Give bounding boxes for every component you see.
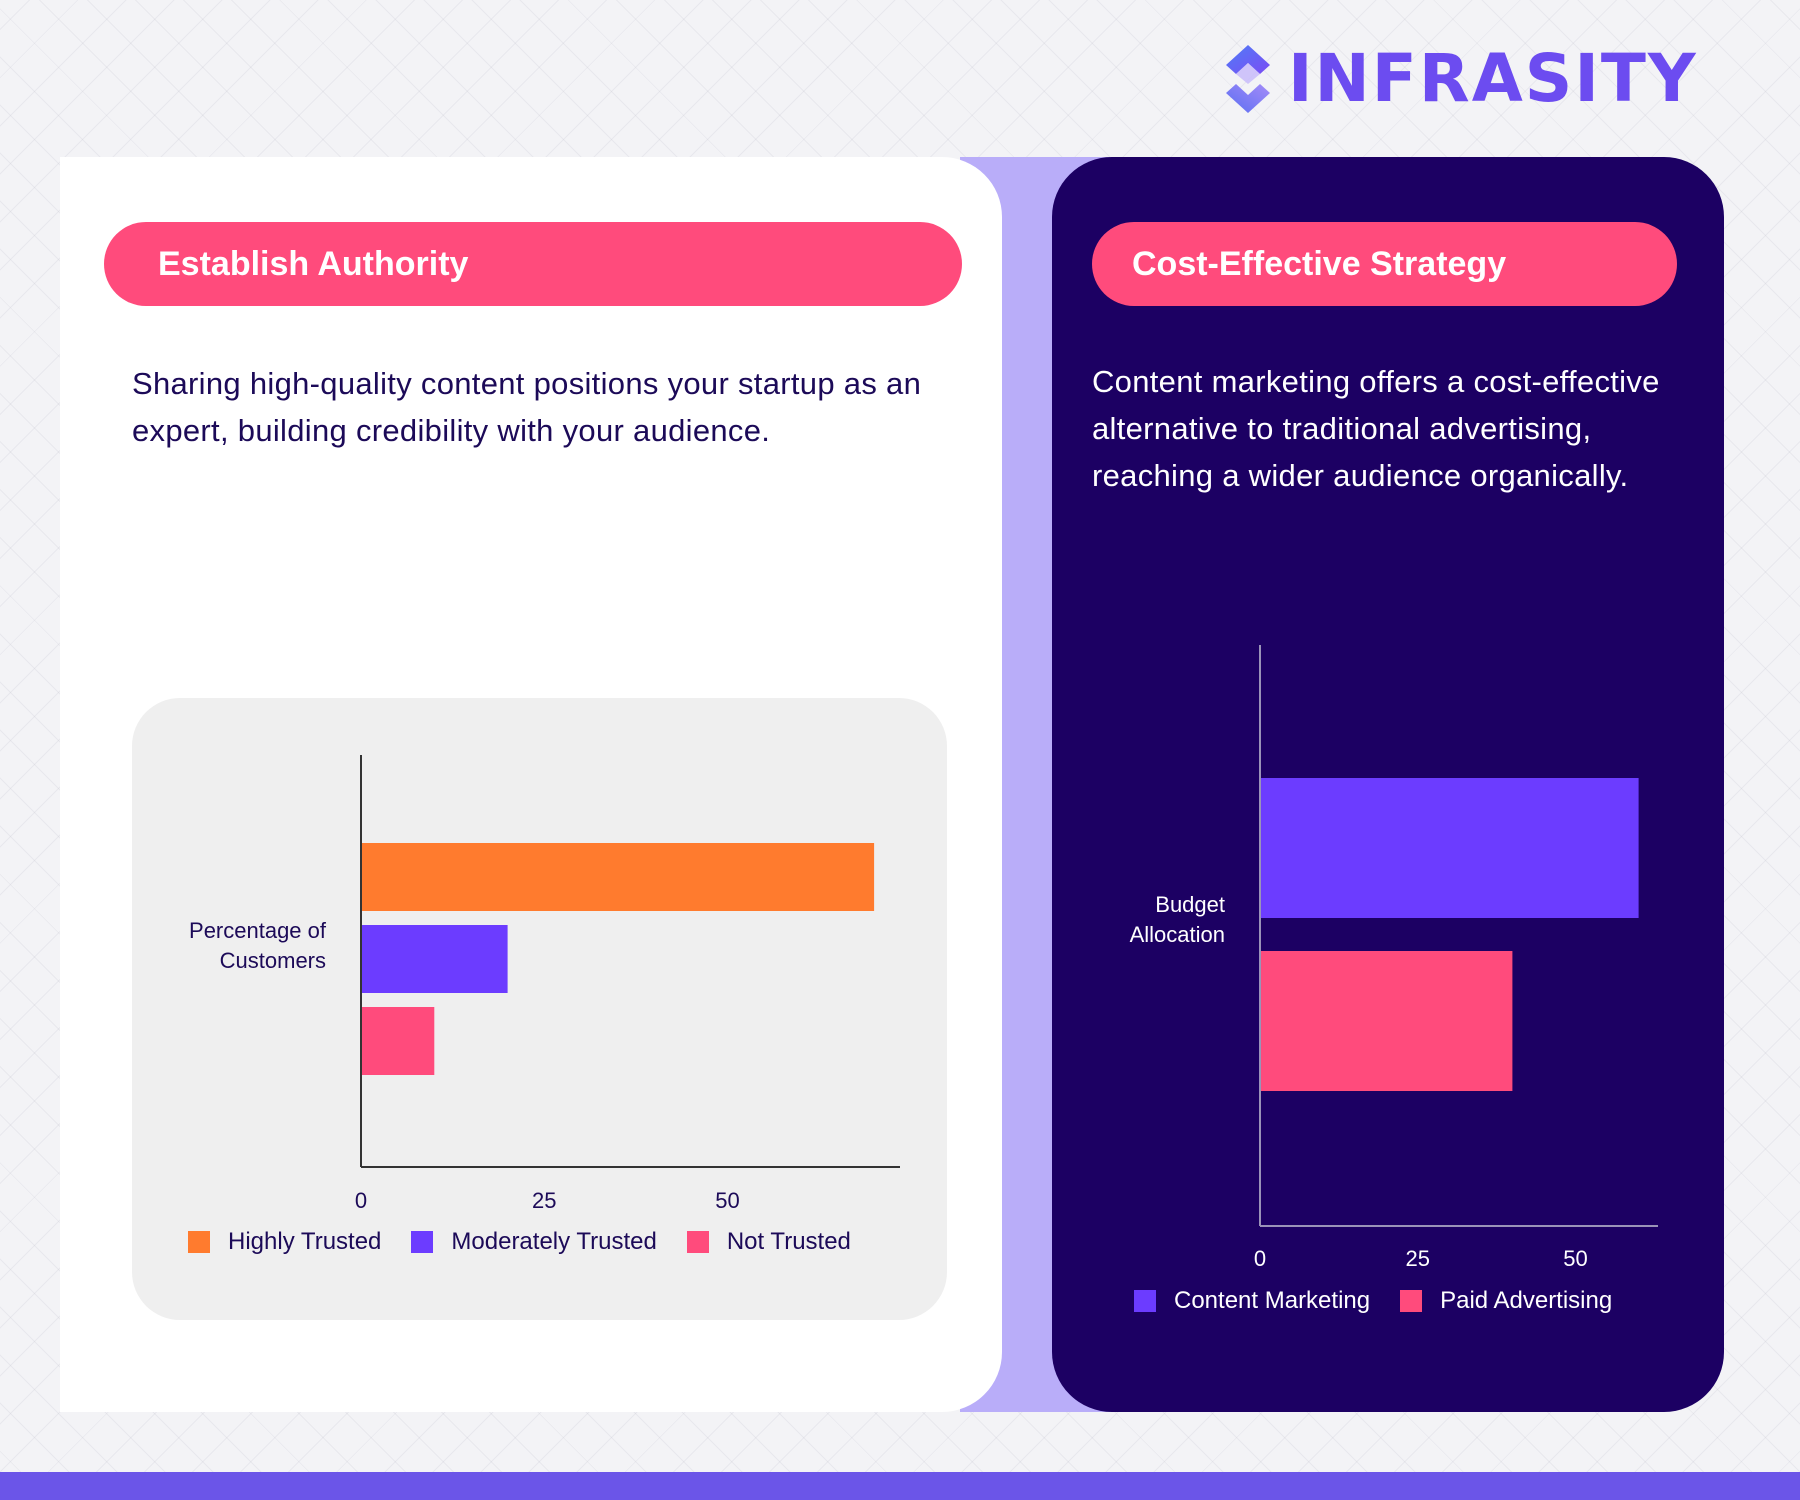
right-heading: Cost-Effective Strategy: [1092, 222, 1677, 306]
legend-label: Moderately Trusted: [451, 1228, 657, 1255]
x-tick-label: 50: [1563, 1246, 1587, 1271]
diamond-logo-icon: [1226, 45, 1270, 113]
x-tick-label: 0: [1254, 1246, 1266, 1271]
legend-item-moderately-trusted: Moderately Trusted: [411, 1228, 657, 1256]
legend-label: Paid Advertising: [1440, 1287, 1613, 1314]
legend-label: Not Trusted: [726, 1228, 851, 1255]
legend-label: Content Marketing: [1174, 1287, 1371, 1314]
legend-item-paid-advertising: Paid Advertising: [1400, 1287, 1612, 1315]
category-label: Allocation: [1130, 922, 1225, 947]
legend-swatch: [188, 1231, 210, 1253]
category-label: Percentage of: [189, 918, 327, 943]
legend-swatch: [1134, 1290, 1156, 1312]
brand-logo: INFRASITY: [1222, 40, 1698, 118]
category-label: Customers: [220, 948, 326, 973]
trust-chart-legend: Highly Trusted Moderately Trusted Not Tr…: [188, 1228, 851, 1256]
left-description: Sharing high-quality content positions y…: [132, 366, 922, 448]
legend-swatch: [1400, 1290, 1423, 1312]
category-label: Budget: [1155, 892, 1225, 917]
x-tick-label: 25: [532, 1188, 556, 1213]
bar: [1261, 778, 1639, 918]
legend-item-not-trusted: Not Trusted: [686, 1228, 851, 1256]
budget-chart-legend: Content Marketing Paid Advertising: [1134, 1287, 1612, 1315]
bar: [362, 1007, 435, 1075]
bar: [1261, 951, 1513, 1091]
x-tick-label: 25: [1406, 1246, 1430, 1271]
x-tick-label: 0: [355, 1188, 367, 1213]
bar: [362, 843, 875, 911]
legend-item-content-marketing: Content Marketing: [1134, 1287, 1370, 1315]
legend-swatch: [686, 1231, 709, 1253]
bottom-bar: [0, 1472, 1800, 1500]
trust-chart-panel: [132, 698, 947, 1320]
left-heading: Establish Authority: [104, 222, 962, 306]
legend-swatch: [411, 1231, 434, 1253]
legend-item-highly-trusted: Highly Trusted: [188, 1228, 381, 1256]
bar: [362, 925, 508, 993]
legend-label: Highly Trusted: [228, 1228, 382, 1255]
x-tick-label: 50: [715, 1188, 739, 1213]
brand-name: INFRASITY: [1288, 40, 1698, 117]
right-description: Content marketing offers a cost-effectiv…: [1092, 364, 1660, 493]
